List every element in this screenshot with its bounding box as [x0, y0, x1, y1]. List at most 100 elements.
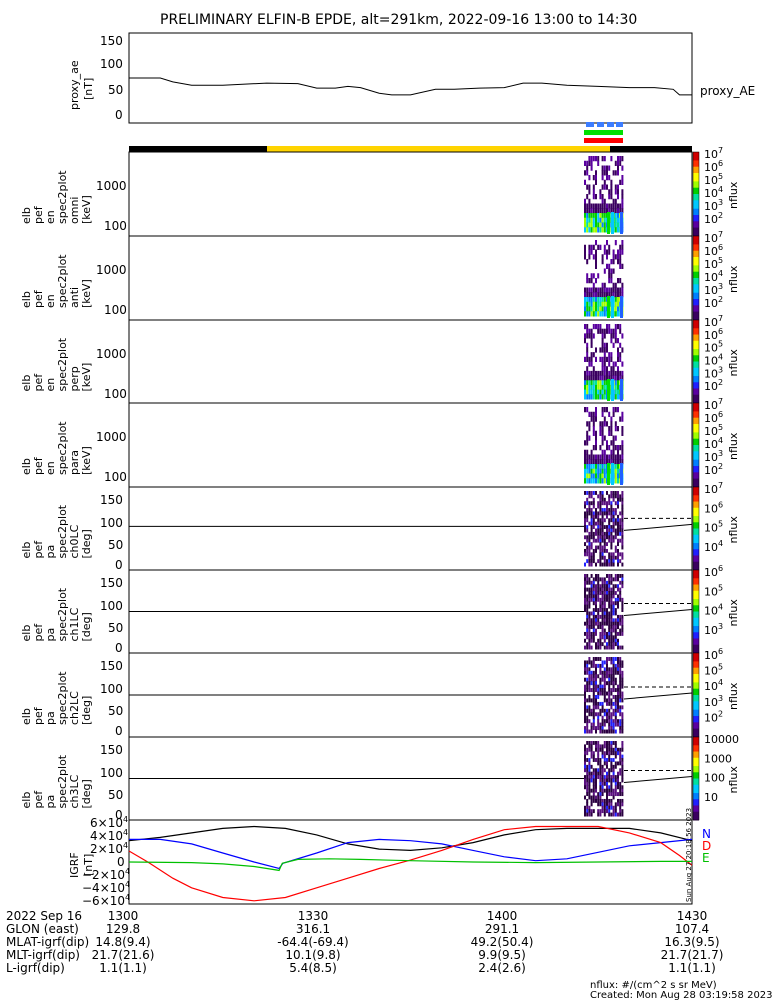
spectrogram-cell — [592, 663, 595, 668]
spectrogram-cell — [599, 788, 602, 793]
colorbar-label: nflux — [727, 682, 740, 710]
spectrogram-cell — [584, 407, 586, 413]
colorbar-cell — [693, 334, 699, 338]
spectrogram-cell — [617, 501, 619, 506]
spectrogram-cell — [597, 657, 600, 661]
spectrogram-cell — [617, 775, 619, 779]
spectrogram-cell — [612, 642, 615, 647]
spectrogram-cell — [612, 618, 615, 623]
spectrogram-cell — [592, 525, 595, 529]
spectrogram-cell — [586, 528, 589, 533]
spectrogram-cell — [592, 287, 595, 293]
ytick: 0 — [115, 558, 123, 572]
spectrogram-cell — [617, 792, 619, 797]
spectrogram-cell — [603, 712, 606, 717]
spectrogram-cell — [588, 684, 591, 689]
colorbar-cell — [693, 697, 699, 700]
spectrogram-cell — [621, 208, 624, 214]
spectrogram-cell — [592, 552, 595, 557]
spectrogram-cell — [610, 574, 613, 578]
spectrogram-cell — [595, 287, 597, 293]
colorbar-cell — [693, 817, 699, 821]
spectrogram-cell — [599, 287, 602, 293]
colorbar-cell — [693, 367, 699, 371]
spectrogram-cell — [606, 342, 608, 348]
ylabel-line: [keV] — [80, 446, 93, 475]
ytick: 50 — [108, 621, 123, 635]
spectrogram-cell — [610, 698, 613, 703]
spectrogram-cell — [621, 203, 624, 209]
spectrogram-cell — [597, 809, 600, 814]
colorbar-cell — [693, 390, 699, 394]
proxy-ae-ytick: 0 — [115, 108, 123, 122]
spectrogram-cell — [601, 805, 604, 810]
spectrogram-cell — [588, 531, 591, 536]
spectrogram-cell — [601, 781, 604, 786]
colorbar-cell — [693, 208, 699, 212]
spectrogram-cell — [599, 684, 602, 689]
footer-value: 5.4(8.5) — [289, 961, 337, 975]
spectrogram-cell — [599, 559, 602, 564]
spectrogram-cell — [584, 764, 586, 769]
spectrogram-cell — [603, 778, 606, 783]
colorbar-tick: 103 — [704, 694, 723, 709]
ylabel-line: pef — [32, 790, 45, 809]
spectrogram-cell — [588, 625, 591, 630]
spectrogram-cell — [584, 370, 586, 377]
spectrogram-cell — [621, 440, 624, 446]
spectrogram-cell — [586, 798, 589, 803]
spectrogram-cell — [610, 179, 613, 185]
spectrogram-cell — [597, 384, 600, 391]
spectrogram-cell — [590, 297, 593, 303]
spectrogram-cell — [621, 491, 624, 495]
spectrogram-cell — [612, 795, 615, 800]
spectrogram-cell — [597, 514, 600, 519]
spectrogram-cell — [617, 708, 619, 713]
spectrogram-cell — [617, 761, 619, 766]
spectrogram-cell — [621, 597, 624, 602]
spectrogram-cell — [599, 670, 602, 675]
colorbar-cell — [693, 369, 699, 373]
colorbar-cell — [693, 803, 699, 806]
spectrogram-cell — [599, 347, 602, 353]
spectrogram-cell — [603, 580, 606, 585]
spectrogram-cell — [586, 781, 589, 786]
spectrogram-cell — [586, 430, 589, 436]
spectrogram-cell — [588, 712, 591, 717]
spectrogram-cell — [617, 491, 619, 495]
spectrogram-cell — [612, 407, 615, 413]
spectrogram-cell — [612, 333, 615, 339]
spectrogram-cell — [588, 384, 591, 391]
spectrogram-cell — [612, 768, 615, 773]
spectrogram-cell — [597, 468, 600, 474]
ytick: 1000 — [96, 263, 127, 277]
spectrogram-cell — [617, 574, 619, 578]
spectrogram-cell — [612, 514, 615, 519]
spectrogram-cell — [619, 179, 622, 185]
spectrogram-cell — [619, 708, 622, 713]
spectrogram-cell — [614, 635, 617, 640]
spectrogram-cell — [599, 635, 602, 640]
spectrogram-cell — [592, 587, 595, 592]
spectrogram-cell — [617, 621, 619, 626]
spectrogram-cell — [588, 614, 591, 619]
spectrogram-cell — [592, 577, 595, 582]
spectrogram-cell — [592, 559, 595, 564]
spectrogram-cell — [588, 504, 591, 509]
spectrogram-cell — [606, 203, 608, 209]
spectrogram-cell — [614, 184, 617, 190]
spectrogram-cell — [608, 287, 611, 293]
spectrogram-cell — [590, 677, 593, 682]
spectrogram-cell — [610, 621, 613, 626]
spectrogram-cell — [590, 574, 593, 578]
colorbar-cell — [693, 320, 699, 323]
spectrogram-cell — [597, 638, 600, 643]
spectrogram-cell — [592, 591, 595, 595]
spectrogram-cell — [592, 635, 595, 640]
spectrogram-cell — [610, 292, 613, 298]
spectrogram-cell — [603, 812, 606, 817]
spectrogram-cell — [617, 473, 619, 479]
spectrogram-cell — [586, 394, 589, 400]
colorbar-cell — [693, 463, 699, 467]
